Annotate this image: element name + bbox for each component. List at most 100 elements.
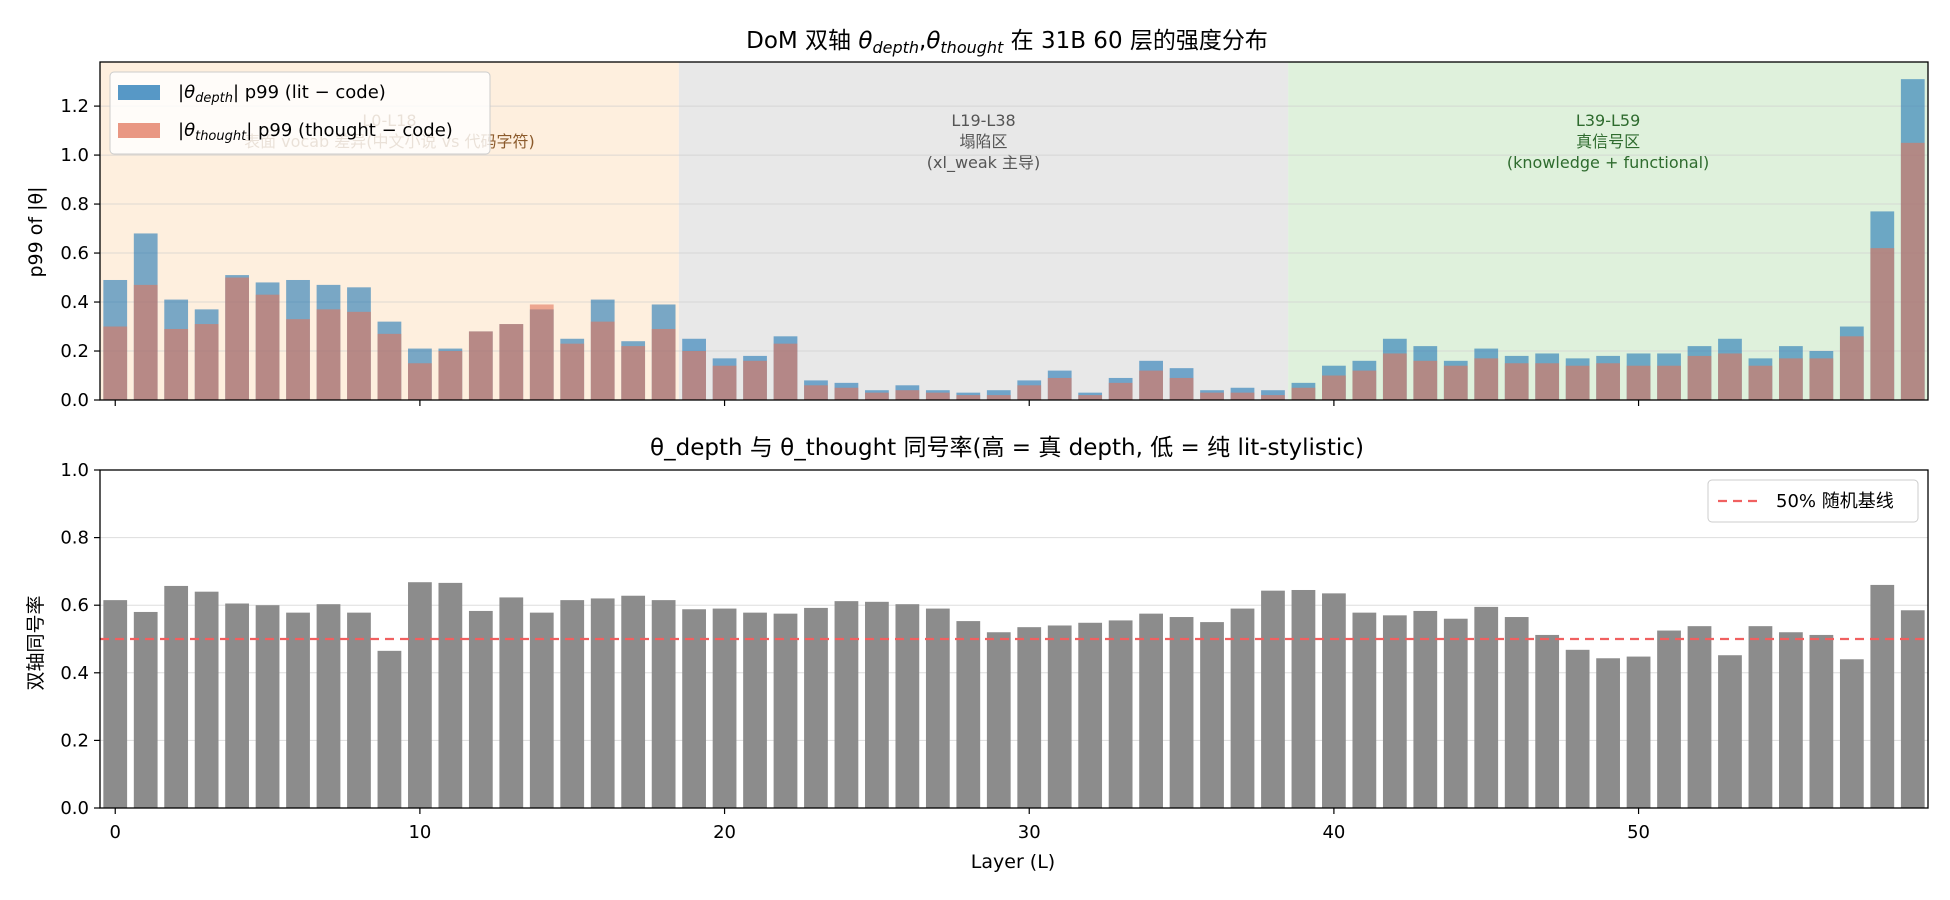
series1-bar (773, 343, 798, 400)
chart1-bars (103, 79, 1925, 400)
region-1-label: (xl_weak 主导) (927, 153, 1041, 173)
series1-bar (255, 294, 280, 400)
agreement-bar (865, 601, 889, 808)
region-2-label: (knowledge + functional) (1507, 153, 1709, 172)
chart1-axes: 0.0 0.2 0.4 0.6 0.8 1.0 1.2 (60, 61, 1929, 411)
series1-bar (316, 309, 341, 400)
chart2-ytick-label: 0.2 (60, 730, 89, 751)
series1-bar (438, 351, 463, 400)
legend-label: |θdepth| p99 (lit − code) (178, 82, 386, 106)
agreement-bar (621, 595, 646, 808)
series1-bar (499, 324, 524, 400)
agreement-bar (499, 597, 524, 808)
agreement-bar (1078, 622, 1103, 808)
chart2-title: θ_depth 与 θ_thought 同号率(高 = 真 depth, 低 =… (650, 435, 1364, 461)
chart2-xtick-label: 50 (1627, 822, 1650, 843)
agreement-bar (712, 608, 737, 808)
agreement-bar (895, 604, 920, 808)
agreement-bar (682, 609, 706, 808)
chart1-ytick-label: 1.0 (60, 145, 89, 166)
chart2-frame (99, 469, 1929, 809)
agreement-bar (194, 591, 219, 808)
series1-bar (347, 311, 371, 400)
series1-bar (1108, 382, 1133, 400)
chart2-xtick-label: 30 (1018, 822, 1041, 843)
series1-bar (1443, 365, 1468, 400)
series1-bar (1352, 370, 1377, 400)
chart1-legend-box (109, 71, 491, 155)
chart2-bars (103, 582, 1925, 808)
legend-swatch (118, 123, 160, 138)
agreement-bar (1596, 658, 1620, 808)
chart1-ytick-label: 0.0 (60, 390, 89, 411)
series1-bar (286, 319, 310, 400)
legend-baseline-label: 50% 随机基线 (1776, 491, 1894, 512)
agreement-bar (468, 610, 493, 808)
chart1-ytick-label: 0.2 (60, 341, 89, 362)
series1-bar (1200, 392, 1224, 400)
series1-bar (1900, 142, 1925, 400)
series1-bar (1504, 363, 1529, 400)
chart1-ytick-label: 0.4 (60, 292, 89, 313)
series1-bar (1718, 353, 1742, 400)
agreement-bar (1504, 617, 1529, 808)
chart2-ylabel: 双轴同号率 (25, 595, 47, 690)
agreement-bar (408, 582, 432, 808)
agreement-bar (651, 600, 676, 808)
agreement-bar (590, 598, 615, 808)
series1-bar (1322, 375, 1346, 400)
agreement-bar (1200, 622, 1224, 808)
agreement-bar (438, 582, 463, 808)
agreement-bar (1687, 626, 1712, 808)
series1-bar (194, 324, 219, 400)
agreement-bar (377, 650, 402, 808)
chart2-xtick-label: 10 (408, 822, 431, 843)
agreement-bar (103, 600, 128, 808)
agreement-bar (1169, 617, 1194, 808)
series1-bar (1291, 387, 1316, 400)
agreement-bar (804, 607, 828, 808)
chart2-xtick-label: 20 (713, 822, 736, 843)
chart1-ylabel: p99 of |θ| (25, 186, 47, 277)
series1-bar (1657, 365, 1681, 400)
agreement-bar (1261, 590, 1285, 808)
sign-agreement-chart: θ_depth 与 θ_thought 同号率(高 = 真 depth, 低 =… (25, 435, 1929, 873)
chart2-xlabel: Layer (L) (971, 851, 1055, 873)
series1-bar (1078, 395, 1103, 400)
series1-bar (133, 284, 158, 400)
agreement-bar (1443, 618, 1468, 808)
series1-bar (1169, 377, 1194, 400)
chart1-ytick-label: 0.6 (60, 243, 89, 264)
region-2-label: L39-L59 (1576, 111, 1640, 130)
agreement-bar (1900, 610, 1925, 808)
agreement-bar (1413, 610, 1438, 808)
agreement-bar (316, 604, 341, 808)
agreement-bar (1657, 630, 1681, 808)
series1-bar (1687, 355, 1712, 400)
series1-bar (1779, 358, 1803, 400)
intensity-chart: DoM 双轴 θdepth,θthought 在 31B 60 层的强度分布 L… (25, 28, 1929, 411)
agreement-bar (1291, 589, 1316, 808)
series1-bar (1230, 392, 1255, 400)
series1-bar (621, 346, 646, 400)
agreement-bar (164, 585, 189, 808)
agreement-bar (529, 612, 554, 808)
agreement-bar (1748, 626, 1773, 808)
series1-bar (529, 304, 554, 400)
series1-bar (986, 395, 1011, 400)
agreement-bar (1108, 620, 1133, 808)
series1-bar (1870, 248, 1895, 400)
agreement-bar (1474, 606, 1499, 808)
series1-bar (925, 392, 950, 400)
agreement-bar (1047, 625, 1072, 808)
series1-bar (164, 328, 189, 400)
chart2-ytick-label: 0.6 (60, 595, 89, 616)
agreement-bar (255, 605, 280, 808)
series1-bar (956, 395, 981, 400)
agreement-bar (1352, 612, 1377, 808)
series1-bar (682, 351, 706, 400)
series1-bar (1565, 365, 1590, 400)
region-2-label: 真信号区 (1576, 132, 1640, 151)
series1-bar (1748, 365, 1773, 400)
